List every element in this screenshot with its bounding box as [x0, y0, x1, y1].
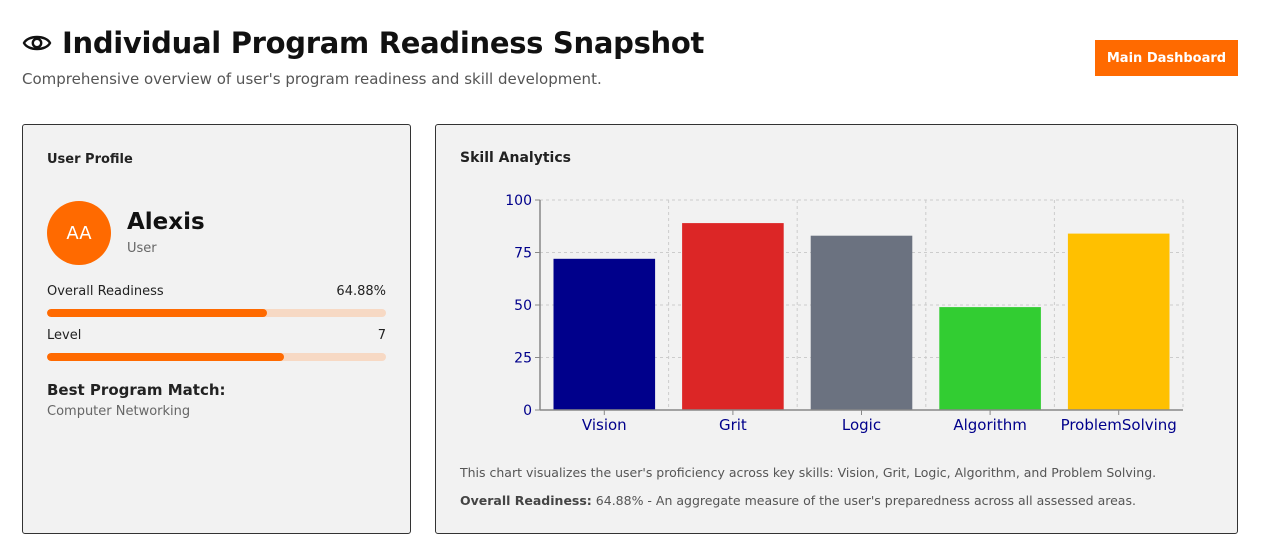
page-subtitle: Comprehensive overview of user's program… [22, 70, 602, 88]
main-dashboard-button[interactable]: Main Dashboard [1095, 40, 1238, 76]
readiness-value: 64.88% [336, 284, 386, 299]
y-tick-label: 75 [514, 246, 532, 262]
skill-bar-chart: 0 25 50 75 100 Vision Grit Logic Algorithm Proble… [505, 193, 1184, 434]
user-role: User [127, 241, 157, 256]
y-tick-label: 25 [514, 351, 532, 367]
x-tick-label: ProblemSolving [1061, 416, 1177, 434]
avatar: AA [47, 201, 111, 265]
readiness-label: Overall Readiness [47, 284, 164, 299]
level-value: 7 [377, 328, 386, 343]
profile-card-title: User Profile [47, 152, 133, 167]
page-header: Individual Program Readiness Snapshot Co… [22, 26, 704, 88]
best-program-value: Computer Networking [47, 404, 191, 419]
best-program-label: Best Program Match: [47, 381, 226, 399]
x-tick-label: Logic [842, 416, 881, 434]
level-label: Level [47, 328, 82, 343]
bar-grit [682, 223, 784, 410]
y-tick-label: 100 [505, 193, 532, 209]
level-progress-fill [47, 353, 285, 361]
readiness-progress-fill [47, 309, 267, 317]
x-tick-label: Algorithm [953, 416, 1026, 434]
page-title: Individual Program Readiness Snapshot [62, 26, 705, 60]
eye-icon [22, 35, 52, 51]
skill-analytics-card: Skill Analytics 0 25 50 75 100 Vision Grit Logi… [435, 124, 1238, 534]
bar-vision [553, 258, 656, 410]
chart-description: This chart visualizes the user's profici… [460, 465, 1157, 480]
bar-problemsolving [1067, 233, 1170, 410]
overall-readiness-note-label: Overall Readiness: [460, 493, 592, 508]
y-tick-label: 50 [514, 298, 532, 314]
user-profile-card: User Profile AA Alexis User Overall Read… [22, 124, 411, 534]
bar-algorithm [939, 307, 1041, 410]
user-name: Alexis [127, 209, 205, 235]
x-tick-label: Grit [719, 416, 747, 434]
readiness-progress-bar [47, 309, 386, 317]
x-tick-label: Vision [582, 416, 627, 434]
overall-readiness-note-text: 64.88% - An aggregate measure of the use… [591, 493, 1136, 508]
overall-readiness-note: Overall Readiness: 64.88% - An aggregate… [460, 493, 1136, 508]
y-tick-label: 0 [523, 403, 532, 419]
level-progress-bar [47, 353, 386, 361]
bar-logic [810, 235, 913, 410]
skills-card-title: Skill Analytics [460, 150, 571, 166]
